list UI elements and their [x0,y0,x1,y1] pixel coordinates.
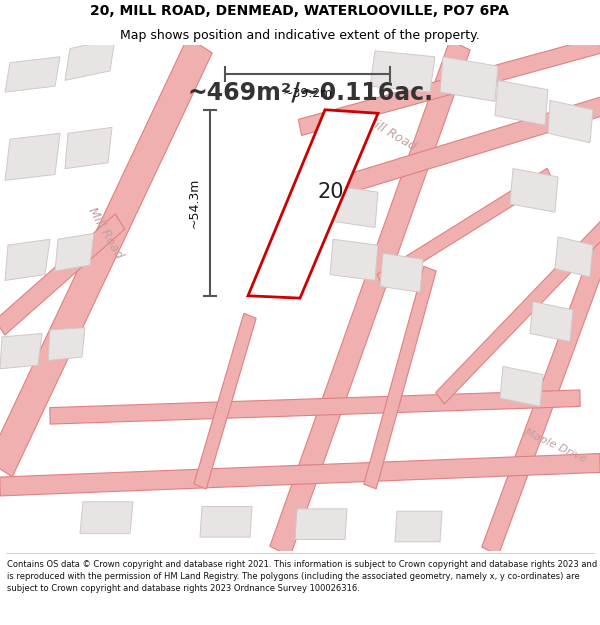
Polygon shape [270,40,470,556]
Polygon shape [55,233,94,271]
Polygon shape [377,168,553,287]
Text: Mill Road: Mill Road [85,206,125,261]
Polygon shape [48,328,85,361]
Polygon shape [530,302,573,342]
Text: 20, MILL ROAD, DENMEAD, WATERLOOVILLE, PO7 6PA: 20, MILL ROAD, DENMEAD, WATERLOOVILLE, P… [91,4,509,18]
Polygon shape [500,366,543,406]
Text: 20: 20 [317,182,344,203]
Text: Mill Road: Mill Road [362,113,418,153]
Polygon shape [338,95,600,196]
Polygon shape [248,110,378,298]
Polygon shape [50,390,580,424]
Text: ~469m²/~0.116ac.: ~469m²/~0.116ac. [187,80,433,104]
Text: ~39.2m: ~39.2m [283,87,332,100]
Polygon shape [0,334,42,369]
Polygon shape [298,37,600,136]
Polygon shape [436,216,600,404]
Polygon shape [380,253,423,292]
Polygon shape [335,186,378,228]
Polygon shape [548,101,593,142]
Text: Contains OS data © Crown copyright and database right 2021. This information is : Contains OS data © Crown copyright and d… [7,560,598,593]
Polygon shape [440,57,498,101]
Polygon shape [482,194,600,556]
Polygon shape [0,37,212,477]
Polygon shape [0,214,125,335]
Polygon shape [65,127,112,169]
Polygon shape [5,239,50,281]
Polygon shape [65,39,115,81]
Polygon shape [555,237,593,277]
Polygon shape [0,454,600,496]
Text: Map shows position and indicative extent of the property.: Map shows position and indicative extent… [120,29,480,42]
Text: ~54.3m: ~54.3m [187,177,200,228]
Polygon shape [395,511,442,542]
Polygon shape [364,266,436,489]
Polygon shape [510,169,558,212]
Polygon shape [200,506,252,537]
Polygon shape [370,51,435,92]
Polygon shape [194,313,256,489]
Polygon shape [80,502,133,534]
Polygon shape [295,509,347,539]
Polygon shape [5,133,60,181]
Polygon shape [495,81,548,125]
Polygon shape [5,57,60,92]
Text: Maple Drive: Maple Drive [523,427,587,464]
Polygon shape [330,239,378,281]
